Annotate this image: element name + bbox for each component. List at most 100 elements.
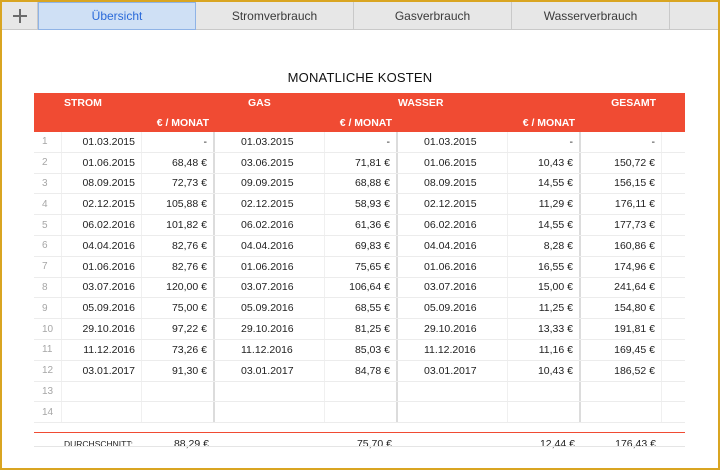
strom-date-cell[interactable]: 03.01.2017 — [62, 360, 142, 381]
gesamt-cost-cell[interactable]: 174,96 € — [581, 256, 662, 277]
wasser-cost-cell[interactable]: 10,43 € — [508, 360, 581, 381]
wasser-date-cell[interactable]: 08.09.2015 — [398, 173, 508, 194]
gas-date-cell[interactable]: 11.12.2016 — [215, 339, 325, 360]
strom-cost-cell[interactable]: 82,76 € — [142, 256, 215, 277]
strom-cost-cell[interactable]: 73,26 € — [142, 339, 215, 360]
strom-cost-cell[interactable] — [142, 381, 215, 402]
tab-uebersicht[interactable]: Übersicht — [38, 2, 196, 30]
gas-date-cell[interactable]: 01.03.2015 — [215, 132, 325, 152]
strom-cost-cell[interactable]: 91,30 € — [142, 360, 215, 381]
strom-date-cell[interactable]: 06.02.2016 — [62, 215, 142, 235]
strom-cost-cell[interactable]: 68,48 € — [142, 152, 215, 173]
gas-cost-cell[interactable]: 106,64 € — [325, 277, 398, 298]
gas-date-cell[interactable]: 04.04.2016 — [215, 235, 325, 256]
wasser-date-cell[interactable]: 03.01.2017 — [398, 360, 508, 381]
gesamt-cost-cell[interactable]: 176,11 € — [581, 194, 662, 215]
gas-date-cell[interactable] — [215, 402, 325, 423]
gas-date-cell[interactable]: 03.01.2017 — [215, 360, 325, 381]
wasser-cost-cell[interactable]: - — [508, 132, 581, 152]
wasser-cost-cell[interactable]: 11,29 € — [508, 194, 581, 215]
strom-date-cell[interactable]: 01.03.2015 — [62, 132, 142, 152]
wasser-cost-cell[interactable]: 11,16 € — [508, 339, 581, 360]
gesamt-cost-cell[interactable]: 154,80 € — [581, 298, 662, 319]
tab-stromverbrauch[interactable]: Stromverbrauch — [196, 2, 354, 30]
gesamt-cost-cell[interactable]: 177,73 € — [581, 215, 662, 235]
wasser-date-cell[interactable]: 01.06.2015 — [398, 152, 508, 173]
strom-date-cell[interactable]: 03.07.2016 — [62, 277, 142, 298]
gas-date-cell[interactable] — [215, 381, 325, 402]
gas-cost-cell[interactable]: 68,55 € — [325, 298, 398, 319]
gesamt-cost-cell[interactable]: 169,45 € — [581, 339, 662, 360]
gesamt-cost-cell[interactable]: 241,64 € — [581, 277, 662, 298]
gas-cost-cell[interactable]: 75,65 € — [325, 256, 398, 277]
tab-gasverbrauch[interactable]: Gasverbrauch — [354, 2, 512, 30]
strom-date-cell[interactable]: 11.12.2016 — [62, 339, 142, 360]
wasser-date-cell[interactable]: 01.06.2016 — [398, 256, 508, 277]
strom-date-cell[interactable]: 05.09.2016 — [62, 298, 142, 319]
wasser-date-cell[interactable]: 04.04.2016 — [398, 235, 508, 256]
strom-cost-cell[interactable]: 105,88 € — [142, 194, 215, 215]
strom-date-cell[interactable]: 01.06.2015 — [62, 152, 142, 173]
wasser-date-cell[interactable]: 05.09.2016 — [398, 298, 508, 319]
gesamt-cost-cell[interactable]: 186,52 € — [581, 360, 662, 381]
gas-date-cell[interactable]: 06.02.2016 — [215, 215, 325, 235]
gas-cost-cell[interactable]: 84,78 € — [325, 360, 398, 381]
strom-date-cell[interactable]: 04.04.2016 — [62, 235, 142, 256]
wasser-date-cell[interactable] — [398, 381, 508, 402]
gas-cost-cell[interactable] — [325, 402, 398, 423]
strom-date-cell[interactable]: 08.09.2015 — [62, 173, 142, 194]
gesamt-cost-cell[interactable] — [581, 381, 662, 402]
strom-cost-cell[interactable]: 97,22 € — [142, 319, 215, 339]
gas-cost-cell[interactable]: 69,83 € — [325, 235, 398, 256]
wasser-date-cell[interactable]: 01.03.2015 — [398, 132, 508, 152]
strom-cost-cell[interactable]: 101,82 € — [142, 215, 215, 235]
strom-date-cell[interactable]: 01.06.2016 — [62, 256, 142, 277]
gesamt-cost-cell[interactable]: 156,15 € — [581, 173, 662, 194]
wasser-date-cell[interactable]: 11.12.2016 — [398, 339, 508, 360]
gas-cost-cell[interactable]: 85,03 € — [325, 339, 398, 360]
gas-date-cell[interactable]: 09.09.2015 — [215, 173, 325, 194]
wasser-cost-cell[interactable]: 8,28 € — [508, 235, 581, 256]
add-sheet-button[interactable] — [2, 2, 38, 30]
wasser-cost-cell[interactable]: 14,55 € — [508, 215, 581, 235]
gesamt-cost-cell[interactable]: 160,86 € — [581, 235, 662, 256]
gas-cost-cell[interactable]: 71,81 € — [325, 152, 398, 173]
gas-date-cell[interactable]: 29.10.2016 — [215, 319, 325, 339]
gas-date-cell[interactable]: 03.07.2016 — [215, 277, 325, 298]
strom-date-cell[interactable]: 02.12.2015 — [62, 194, 142, 215]
strom-cost-cell[interactable]: - — [142, 132, 215, 152]
gesamt-cost-cell[interactable]: 150,72 € — [581, 152, 662, 173]
gesamt-cost-cell[interactable]: 191,81 € — [581, 319, 662, 339]
gesamt-cost-cell[interactable] — [581, 402, 662, 423]
wasser-cost-cell[interactable]: 15,00 € — [508, 277, 581, 298]
gas-cost-cell[interactable]: 58,93 € — [325, 194, 398, 215]
strom-cost-cell[interactable]: 75,00 € — [142, 298, 215, 319]
gas-date-cell[interactable]: 03.06.2015 — [215, 152, 325, 173]
gas-cost-cell[interactable]: 81,25 € — [325, 319, 398, 339]
wasser-date-cell[interactable]: 29.10.2016 — [398, 319, 508, 339]
strom-date-cell[interactable]: 29.10.2016 — [62, 319, 142, 339]
strom-date-cell[interactable] — [62, 381, 142, 402]
gesamt-cost-cell[interactable]: - — [581, 132, 662, 152]
wasser-cost-cell[interactable] — [508, 381, 581, 402]
wasser-cost-cell[interactable]: 13,33 € — [508, 319, 581, 339]
gas-cost-cell[interactable]: 68,88 € — [325, 173, 398, 194]
gas-date-cell[interactable]: 02.12.2015 — [215, 194, 325, 215]
strom-date-cell[interactable] — [62, 402, 142, 423]
tab-wasserverbrauch[interactable]: Wasserverbrauch — [512, 2, 670, 30]
wasser-cost-cell[interactable] — [508, 402, 581, 423]
gas-cost-cell[interactable]: 61,36 € — [325, 215, 398, 235]
strom-cost-cell[interactable]: 120,00 € — [142, 277, 215, 298]
wasser-cost-cell[interactable]: 10,43 € — [508, 152, 581, 173]
wasser-cost-cell[interactable]: 16,55 € — [508, 256, 581, 277]
strom-cost-cell[interactable]: 72,73 € — [142, 173, 215, 194]
wasser-date-cell[interactable]: 02.12.2015 — [398, 194, 508, 215]
strom-cost-cell[interactable] — [142, 402, 215, 423]
strom-cost-cell[interactable]: 82,76 € — [142, 235, 215, 256]
gas-cost-cell[interactable] — [325, 381, 398, 402]
wasser-cost-cell[interactable]: 14,55 € — [508, 173, 581, 194]
wasser-date-cell[interactable] — [398, 402, 508, 423]
wasser-cost-cell[interactable]: 11,25 € — [508, 298, 581, 319]
wasser-date-cell[interactable]: 06.02.2016 — [398, 215, 508, 235]
wasser-date-cell[interactable]: 03.07.2016 — [398, 277, 508, 298]
